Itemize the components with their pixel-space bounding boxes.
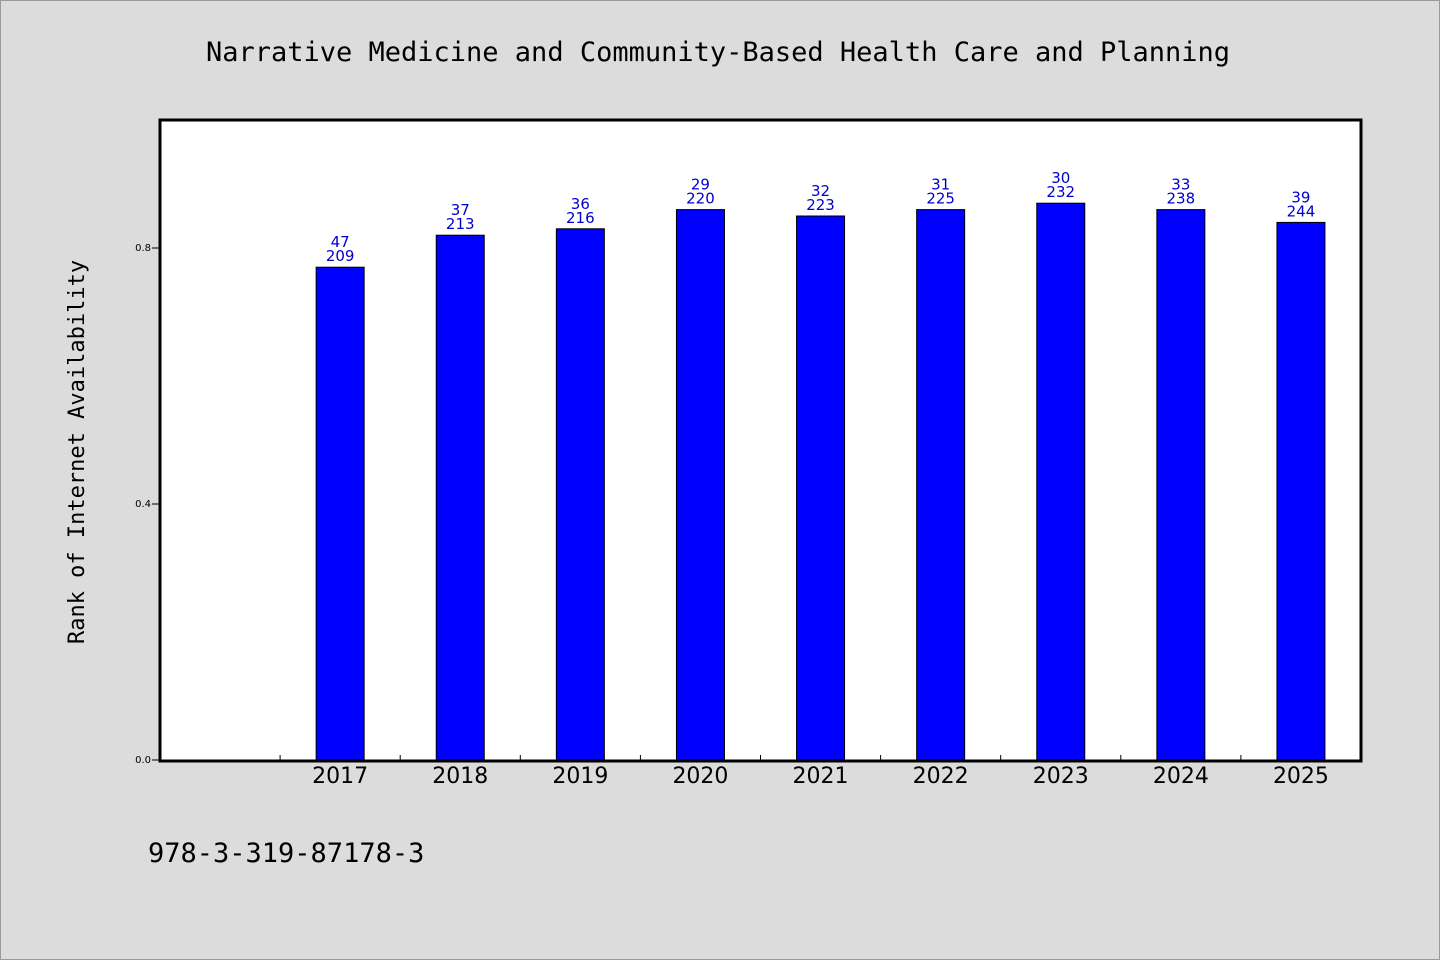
data-label-top: 36	[571, 195, 590, 213]
y-axis-label: Rank of Internet Availability	[65, 260, 90, 644]
x-tick-label: 2021	[793, 764, 849, 789]
x-tick-label: 2023	[1033, 764, 1089, 789]
data-label-top: 30	[1051, 169, 1070, 187]
bar-2017	[315, 266, 365, 761]
data-label-top: 47	[331, 233, 350, 251]
chart-marks: 0.00.40.8 4720920173721320183621620192922…	[135, 169, 1329, 789]
bar-2023	[1036, 202, 1086, 761]
x-tick-label: 2022	[913, 764, 969, 789]
bar-2020	[675, 209, 725, 761]
data-label-top: 31	[931, 176, 950, 194]
data-label-top: 33	[1171, 176, 1190, 194]
bar-2019	[555, 228, 605, 761]
x-tick-label: 2024	[1153, 764, 1209, 789]
y-tick-label: 0.0	[135, 755, 151, 766]
data-label-top: 39	[1291, 188, 1310, 206]
data-label-bottom: 232	[1046, 183, 1075, 201]
data-label-bottom: 238	[1167, 190, 1196, 208]
x-tick-label: 2017	[312, 764, 368, 789]
chart-title: Narrative Medicine and Community-Based H…	[206, 37, 1230, 68]
data-label-bottom: 244	[1287, 202, 1316, 220]
bar-2021	[796, 215, 846, 761]
bar-2022	[916, 209, 966, 761]
x-tick-label: 2019	[552, 764, 608, 789]
y-tick-label: 0.4	[135, 499, 151, 510]
bar-2018	[435, 234, 485, 761]
data-label-top: 37	[451, 201, 470, 219]
bar-2024	[1156, 209, 1206, 761]
x-tick-label: 2020	[672, 764, 728, 789]
x-tick-label: 2025	[1273, 764, 1329, 789]
data-label-bottom: 220	[686, 190, 715, 208]
data-label-bottom: 216	[566, 209, 595, 227]
x-tick-label: 2018	[432, 764, 488, 789]
data-label-top: 32	[811, 182, 830, 200]
data-label-bottom: 223	[806, 196, 835, 214]
data-label-bottom: 209	[326, 247, 355, 265]
data-label-bottom: 213	[446, 215, 475, 233]
y-tick-label: 0.8	[135, 243, 151, 254]
data-label-top: 29	[691, 176, 710, 194]
bar-2025	[1276, 221, 1326, 761]
footer-isbn: 978-3-319-87178-3	[148, 838, 424, 869]
data-label-bottom: 225	[926, 190, 955, 208]
